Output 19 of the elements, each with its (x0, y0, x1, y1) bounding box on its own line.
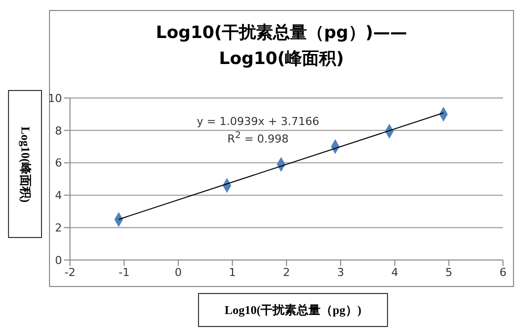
x-tick-label: 0 (174, 266, 182, 279)
x-tick-label: 4 (391, 266, 398, 279)
x-tick-label: 1 (228, 266, 236, 279)
annotation: R$^{2}$ = 0.998 (226, 130, 290, 146)
annotation: y = 1.0939x + 3.7166 (196, 115, 320, 128)
x-tick-label: 3 (337, 266, 344, 279)
x-tick-label: -2 (64, 266, 76, 279)
y-tick-label: 2 (55, 222, 62, 235)
chart-title: Log10(干扰素总量（pg）)—— Log10(峰面积) (154, 22, 408, 71)
y-tick-label: 4 (55, 189, 62, 202)
y-tick-label: 8 (55, 124, 62, 138)
x-tick-label: -1 (118, 266, 130, 279)
y-tick-label: 6 (55, 156, 62, 170)
y-tick-label: 0 (55, 254, 62, 267)
x-tick-label: 2 (283, 266, 290, 279)
y-axis-title: Log10(峰面积) (18, 126, 34, 202)
x-tick-label: 6 (500, 266, 506, 279)
x-axis-title: Log10(干扰素总量（pg）) (198, 293, 388, 327)
x-tick-label: 5 (445, 266, 452, 279)
